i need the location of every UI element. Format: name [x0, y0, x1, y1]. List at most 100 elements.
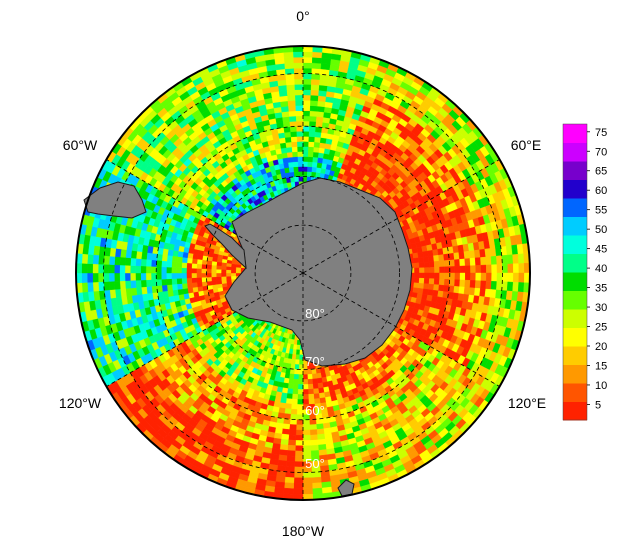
- heat-cell: [161, 266, 167, 274]
- heat-cell: [308, 126, 317, 133]
- heat-cell: [289, 126, 298, 133]
- heat-cell: [453, 252, 460, 261]
- heat-cell: [211, 268, 217, 274]
- heat-cell: [192, 286, 199, 293]
- heat-cell: [280, 147, 288, 154]
- heat-cell: [206, 284, 213, 291]
- heat-cell: [201, 268, 207, 274]
- heat-cell: [296, 120, 304, 127]
- heat-cell: [302, 105, 311, 112]
- heat-cell: [302, 429, 311, 436]
- heat-cell: [306, 369, 313, 375]
- heat-cell: [289, 419, 297, 426]
- heat-cell: [191, 267, 197, 274]
- heat-cell: [288, 434, 297, 441]
- heat-cell: [150, 279, 157, 287]
- heat-cell: [438, 254, 445, 262]
- heat-cell: [419, 272, 425, 279]
- heat-cell: [145, 272, 152, 281]
- heat-cell: [297, 399, 304, 405]
- heat-cell: [423, 261, 430, 268]
- heat-cell: [297, 146, 304, 152]
- heat-cell: [464, 265, 471, 274]
- heat-cell: [135, 258, 142, 267]
- heat-cell: [307, 151, 314, 158]
- heat-cell: [281, 111, 290, 118]
- heat-cell: [307, 166, 313, 173]
- heat-cell: [316, 377, 323, 384]
- heat-cell: [290, 408, 298, 415]
- heat-cell: [286, 151, 294, 158]
- heat-cell: [197, 286, 204, 292]
- heat-cell: [140, 279, 147, 288]
- heat-cell: [464, 279, 471, 288]
- heat-cell: [449, 272, 456, 280]
- heat-cell: [279, 397, 287, 404]
- heat-cell: [293, 171, 300, 177]
- heat-cell: [216, 279, 223, 285]
- heat-cell: [302, 434, 311, 441]
- heat-cell: [314, 136, 322, 143]
- heat-cell: [230, 275, 237, 280]
- heat-cell: [309, 115, 317, 122]
- heat-cell: [470, 272, 477, 281]
- heat-cell: [296, 419, 304, 426]
- heat-cell: [230, 272, 237, 277]
- heat-cell: [307, 161, 313, 168]
- heat-cell: [284, 136, 292, 143]
- heat-cell: [171, 255, 178, 263]
- heat-cell: [302, 176, 308, 182]
- heat-cell: [287, 156, 294, 163]
- heat-cell: [297, 394, 304, 400]
- heat-cell: [429, 272, 435, 279]
- heat-cell: [176, 261, 183, 268]
- heat-cell: [295, 115, 304, 122]
- heat-cell: [295, 349, 300, 356]
- heat-cell: [302, 369, 308, 375]
- heat-cell: [427, 289, 434, 297]
- heat-cell: [458, 286, 465, 295]
- heat-cell: [454, 279, 461, 287]
- heat-cell: [286, 393, 293, 400]
- heat-cell: [313, 146, 320, 153]
- heat-cell: [141, 251, 148, 260]
- heat-cell: [297, 141, 304, 147]
- heat-cell: [287, 439, 296, 446]
- heat-cell: [225, 272, 232, 277]
- heat-cell: [206, 276, 212, 282]
- heat-cell: [424, 272, 430, 279]
- heat-cell: [315, 423, 324, 430]
- heat-cell: [161, 284, 168, 292]
- heat-cell: [469, 257, 476, 266]
- heat-cell: [191, 277, 198, 283]
- heat-cell: [302, 394, 309, 400]
- heat-cell: [302, 151, 309, 157]
- heat-cell: [302, 379, 309, 385]
- heat-cell: [418, 277, 425, 284]
- heat-cell: [151, 252, 158, 261]
- heat-cell: [317, 100, 326, 108]
- heat-cell: [316, 372, 322, 379]
- heat-cell: [427, 249, 434, 257]
- heat-cell: [296, 404, 304, 410]
- heat-cell: [311, 368, 317, 375]
- heat-cell: [201, 263, 207, 270]
- heat-cell: [423, 256, 430, 263]
- heat-cell: [150, 259, 157, 267]
- heat-cell: [176, 256, 183, 263]
- heat-cell: [291, 398, 298, 405]
- heat-cell: [155, 272, 162, 280]
- heat-cell: [135, 265, 142, 274]
- heat-cell: [302, 171, 308, 177]
- heat-cell: [312, 378, 318, 385]
- heat-cell: [313, 141, 321, 148]
- heat-cell: [186, 272, 192, 279]
- heat-cell: [176, 267, 182, 274]
- heat-cell: [294, 176, 300, 182]
- heat-cell: [145, 265, 152, 274]
- heat-cell: [140, 265, 147, 274]
- heat-cell: [288, 110, 297, 117]
- heat-cell: [296, 344, 301, 351]
- heat-cell: [181, 267, 187, 274]
